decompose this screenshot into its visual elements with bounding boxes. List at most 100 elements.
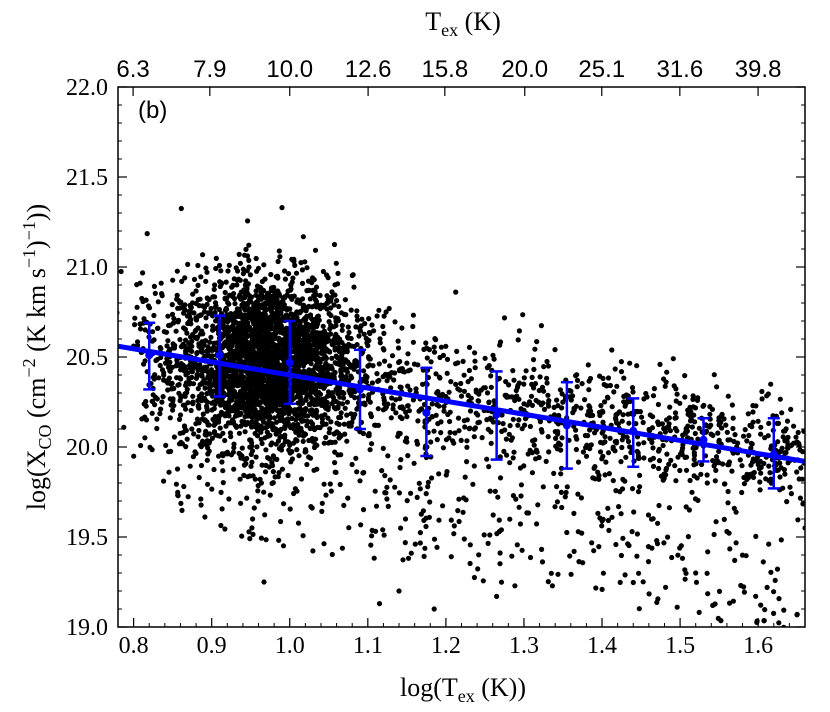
scatter-point	[686, 507, 693, 513]
scatter-point	[466, 367, 472, 374]
scatter-point	[334, 361, 340, 367]
scatter-point	[444, 370, 450, 376]
scatter-point	[294, 447, 300, 453]
scatter-point	[408, 490, 414, 496]
scatter-point	[659, 421, 666, 427]
scatter-point	[558, 489, 565, 495]
scatter-point	[270, 469, 276, 475]
top-axis-title: Tex (K)	[425, 7, 500, 40]
scatter-point	[704, 480, 710, 486]
scatter-point	[318, 372, 324, 378]
scatter-point	[212, 304, 218, 310]
scatter-point	[300, 533, 306, 539]
scatter-point	[304, 461, 310, 468]
scatter-point	[157, 345, 163, 351]
scatter-point	[261, 301, 267, 308]
scatter-point	[265, 433, 271, 439]
scatter-point	[775, 439, 781, 445]
scatter-point	[428, 439, 434, 445]
scatter-point	[242, 312, 248, 318]
scatter-point	[551, 412, 558, 418]
scatter-point	[452, 430, 458, 436]
scatter-point	[190, 399, 196, 405]
scatter-point	[794, 469, 800, 475]
scatter-point	[282, 276, 288, 282]
scatter-point	[132, 322, 138, 328]
scatter-point	[300, 433, 307, 439]
scatter-point	[402, 540, 408, 546]
scatter-point	[384, 496, 390, 502]
scatter-point	[768, 381, 774, 387]
scatter-point	[410, 339, 416, 345]
scatter-point	[277, 316, 283, 322]
scatter-point	[417, 530, 423, 536]
scatter-point	[738, 582, 744, 589]
scatter-point	[253, 341, 259, 347]
scatter-point	[399, 404, 405, 410]
scatter-point	[289, 279, 295, 285]
scatter-point	[405, 555, 412, 561]
scatter-point	[286, 271, 292, 277]
scatter-point	[519, 426, 525, 432]
scatter-point	[553, 435, 559, 441]
scatter-point	[464, 438, 470, 444]
scatter-point	[634, 531, 641, 537]
scatter-point	[650, 445, 656, 451]
scatter-point	[256, 350, 262, 357]
scatter-point	[511, 377, 517, 383]
scatter-point	[249, 414, 255, 420]
scatter-point	[605, 517, 612, 524]
scatter-point	[248, 437, 254, 443]
scatter-point	[196, 343, 202, 349]
scatter-point	[174, 268, 180, 274]
scatter-point	[332, 333, 338, 339]
scatter-point	[222, 526, 228, 532]
top-tick-label: 31.6	[656, 56, 703, 83]
scatter-point	[673, 398, 679, 404]
scatter-point	[300, 303, 306, 309]
scatter-point	[254, 422, 260, 428]
scatter-point	[660, 442, 666, 449]
scatter-point	[217, 425, 223, 431]
scatter-point	[685, 534, 692, 540]
scatter-point	[327, 326, 333, 332]
scatter-point	[781, 607, 787, 613]
scatter-point	[262, 276, 268, 282]
scatter-point	[698, 471, 704, 477]
scatter-point	[336, 421, 342, 427]
scatter-point	[313, 397, 319, 403]
scatter-point	[247, 536, 253, 542]
scatter-point	[341, 421, 347, 427]
scatter-point	[268, 286, 275, 292]
scatter-point	[139, 416, 145, 422]
scatter-point	[199, 416, 205, 422]
scatter-point	[199, 371, 205, 377]
scatter-point	[255, 498, 261, 504]
scatter-point	[223, 371, 229, 377]
scatter-point	[320, 323, 326, 329]
scatter-point	[533, 456, 539, 462]
scatter-point	[517, 521, 524, 527]
scatter-point	[241, 472, 247, 478]
scatter-point	[640, 579, 646, 585]
scatter-point	[178, 500, 184, 506]
scatter-point	[336, 414, 342, 421]
scatter-point	[305, 354, 311, 360]
scatter-point	[256, 304, 262, 310]
scatter-point	[444, 356, 451, 362]
scatter-point	[335, 281, 341, 287]
scatter-point	[386, 305, 392, 312]
scatter-point	[269, 350, 275, 356]
scatter-point	[663, 584, 669, 590]
scatter-point	[204, 457, 210, 463]
scatter-point	[741, 589, 748, 595]
scatter-point	[333, 469, 339, 475]
scatter-point	[178, 395, 184, 401]
scatter-point	[784, 418, 791, 424]
scatter-point	[454, 348, 460, 354]
scatter-point	[143, 403, 149, 409]
scatter-point	[258, 424, 265, 430]
scatter-point	[325, 440, 332, 446]
scatter-point	[612, 366, 618, 372]
